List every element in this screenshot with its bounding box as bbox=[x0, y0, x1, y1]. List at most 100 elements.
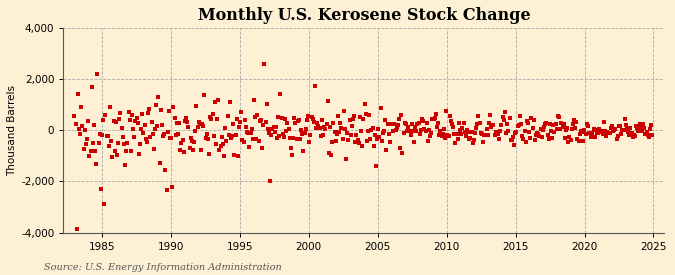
Point bbox=[201, 131, 212, 136]
Point bbox=[617, 128, 628, 132]
Point bbox=[105, 105, 115, 109]
Point bbox=[473, 114, 484, 119]
Point bbox=[502, 122, 512, 126]
Point bbox=[114, 116, 125, 121]
Point bbox=[580, 132, 591, 137]
Point bbox=[568, 122, 578, 126]
Point bbox=[85, 148, 96, 153]
Point bbox=[244, 145, 254, 150]
Point bbox=[119, 163, 130, 167]
Point bbox=[181, 116, 192, 121]
Point bbox=[372, 137, 383, 142]
Point bbox=[506, 138, 516, 142]
Point bbox=[517, 133, 528, 138]
Point bbox=[387, 122, 398, 127]
Point bbox=[268, 125, 279, 129]
Point bbox=[72, 92, 83, 96]
Point bbox=[592, 131, 603, 135]
Point bbox=[477, 132, 487, 136]
Point bbox=[591, 127, 601, 132]
Point bbox=[169, 116, 180, 120]
Point bbox=[124, 117, 135, 122]
Point bbox=[380, 118, 391, 122]
Point bbox=[412, 122, 423, 126]
Point bbox=[127, 113, 138, 117]
Point bbox=[261, 102, 272, 106]
Point bbox=[630, 124, 641, 128]
Point bbox=[346, 133, 356, 137]
Point bbox=[147, 132, 158, 136]
Point bbox=[377, 131, 388, 136]
Point bbox=[601, 133, 612, 138]
Point bbox=[481, 126, 492, 131]
Point bbox=[197, 122, 208, 126]
Point bbox=[456, 131, 466, 136]
Point bbox=[157, 123, 167, 127]
Point bbox=[212, 116, 223, 121]
Point bbox=[325, 125, 335, 129]
Point bbox=[607, 124, 618, 128]
Point bbox=[304, 140, 315, 145]
Point bbox=[163, 109, 174, 113]
Point bbox=[97, 133, 107, 137]
Point bbox=[168, 105, 179, 109]
Point bbox=[434, 133, 445, 137]
Point bbox=[243, 131, 254, 135]
Point bbox=[439, 126, 450, 131]
Point bbox=[361, 138, 372, 143]
Point bbox=[373, 126, 383, 131]
Point bbox=[74, 127, 84, 131]
Point bbox=[400, 122, 411, 126]
Point bbox=[275, 92, 286, 97]
Point bbox=[586, 134, 597, 139]
Point bbox=[573, 139, 584, 144]
Point bbox=[222, 114, 233, 118]
Text: Source: U.S. Energy Information Administration: Source: U.S. Energy Information Administ… bbox=[44, 263, 281, 272]
Point bbox=[352, 138, 363, 142]
Point bbox=[333, 114, 344, 119]
Point bbox=[84, 153, 95, 158]
Point bbox=[637, 129, 647, 134]
Point bbox=[472, 122, 483, 126]
Point bbox=[408, 140, 419, 144]
Point bbox=[454, 121, 464, 126]
Point bbox=[500, 109, 510, 114]
Point bbox=[240, 118, 250, 122]
Point bbox=[436, 134, 447, 139]
Point bbox=[103, 144, 114, 148]
Point bbox=[335, 121, 346, 125]
Point bbox=[491, 132, 502, 137]
Point bbox=[512, 123, 523, 128]
Point bbox=[394, 117, 404, 121]
Point bbox=[416, 116, 427, 121]
Point bbox=[635, 126, 646, 131]
Point bbox=[211, 142, 221, 146]
Point bbox=[398, 131, 409, 135]
Point bbox=[367, 126, 378, 130]
Point bbox=[390, 128, 401, 132]
Point bbox=[271, 125, 281, 129]
Point bbox=[554, 115, 564, 120]
Point bbox=[599, 119, 610, 124]
Point bbox=[80, 142, 91, 146]
Point bbox=[366, 128, 377, 132]
Point bbox=[404, 129, 415, 133]
Point bbox=[466, 129, 477, 134]
Point bbox=[462, 128, 472, 132]
Point bbox=[234, 125, 244, 129]
Point bbox=[490, 130, 501, 134]
Point bbox=[354, 115, 365, 120]
Point bbox=[357, 144, 368, 148]
Point bbox=[470, 125, 481, 130]
Point bbox=[295, 137, 306, 141]
Point bbox=[643, 134, 654, 139]
Point bbox=[217, 142, 228, 147]
Point bbox=[204, 152, 215, 157]
Point bbox=[99, 202, 110, 207]
Point bbox=[493, 131, 504, 136]
Point bbox=[144, 107, 155, 111]
Point bbox=[396, 113, 407, 117]
Point bbox=[426, 131, 437, 136]
Point bbox=[160, 168, 171, 172]
Point bbox=[139, 123, 150, 127]
